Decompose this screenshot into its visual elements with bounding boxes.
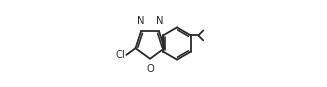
Text: O: O (146, 64, 154, 74)
Text: N: N (156, 16, 163, 26)
Text: Cl: Cl (116, 50, 126, 60)
Text: N: N (137, 16, 145, 26)
